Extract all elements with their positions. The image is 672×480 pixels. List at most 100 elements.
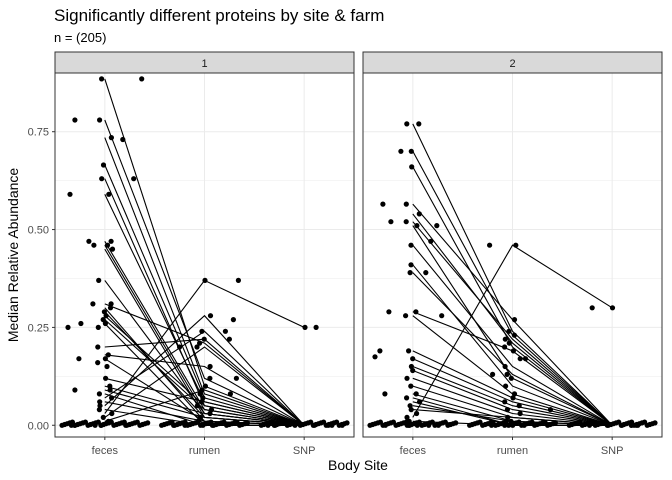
data-point — [408, 242, 414, 248]
x-axis: feces rumen SNP feces rumen SNP — [92, 437, 623, 457]
data-point — [516, 403, 522, 409]
y-tick-label: 0.25 — [28, 322, 49, 334]
data-point — [95, 360, 101, 366]
data-point — [96, 391, 102, 397]
data-point — [408, 262, 414, 268]
data-point — [413, 391, 419, 397]
data-point — [510, 395, 516, 401]
data-point — [506, 340, 512, 346]
facet-points-1 — [59, 76, 350, 428]
data-point — [202, 383, 208, 389]
connecting-line — [104, 314, 305, 426]
y-axis: 0.00 0.25 0.50 0.75 — [28, 127, 55, 432]
data-point — [372, 354, 378, 360]
data-point — [403, 219, 409, 225]
data-point — [513, 242, 519, 248]
connecting-line — [412, 264, 613, 426]
data-point — [100, 317, 106, 323]
data-point — [504, 407, 510, 413]
data-point — [102, 320, 108, 327]
data-point — [552, 420, 559, 426]
data-point — [313, 324, 319, 330]
data-point — [194, 344, 200, 350]
data-point — [344, 420, 350, 426]
facet-panel-1: 1 — [54, 51, 355, 438]
data-point — [95, 324, 101, 330]
data-point — [101, 309, 107, 315]
data-point — [502, 399, 508, 405]
data-point — [105, 352, 111, 358]
data-point — [107, 383, 113, 389]
data-point — [99, 176, 105, 182]
data-point — [508, 375, 514, 381]
data-point — [72, 117, 78, 123]
data-point — [107, 387, 113, 393]
data-point — [244, 420, 250, 426]
data-point — [78, 320, 84, 327]
data-point — [104, 242, 111, 248]
data-point — [106, 191, 112, 197]
data-point — [403, 313, 409, 319]
data-point — [522, 356, 529, 362]
facet-grid-1 — [55, 73, 354, 437]
data-point — [207, 313, 214, 319]
data-point — [511, 391, 518, 397]
data-point — [199, 387, 205, 393]
data-point — [96, 277, 102, 283]
connecting-line — [412, 213, 613, 426]
x-tick-label: rumen — [497, 445, 528, 457]
data-point — [109, 246, 116, 252]
connecting-line — [412, 221, 613, 426]
data-point — [65, 324, 71, 330]
data-point — [511, 317, 518, 323]
connecting-line — [412, 123, 613, 426]
connecting-line — [412, 244, 613, 418]
data-point — [506, 328, 512, 334]
data-point — [103, 313, 109, 319]
connecting-line — [104, 346, 305, 426]
connecting-line — [412, 365, 613, 426]
data-point — [416, 121, 422, 127]
data-point — [409, 164, 415, 170]
data-point — [511, 332, 517, 338]
data-point — [207, 363, 213, 370]
data-point — [652, 420, 658, 426]
data-point — [416, 211, 422, 217]
data-point — [197, 414, 203, 420]
data-point — [404, 414, 410, 420]
data-point — [194, 403, 200, 409]
data-point — [398, 148, 404, 154]
data-point — [207, 375, 213, 381]
data-point — [404, 395, 410, 401]
data-point — [380, 201, 386, 207]
data-point — [104, 363, 110, 370]
x-tick-label: rumen — [189, 445, 220, 457]
data-point — [510, 348, 516, 354]
facet-panel-2: 2 — [362, 51, 663, 438]
data-point — [72, 387, 78, 393]
data-point — [208, 407, 215, 413]
connecting-line — [412, 272, 613, 426]
data-point — [108, 135, 114, 141]
data-point — [428, 238, 434, 244]
data-point — [408, 148, 414, 154]
y-tick-label: 0.50 — [28, 225, 49, 237]
data-point — [410, 367, 416, 374]
data-point — [207, 410, 213, 417]
data-point — [100, 162, 107, 168]
chart-subtitle: n = (205) — [54, 30, 106, 45]
data-point — [109, 395, 115, 401]
data-point — [230, 317, 236, 323]
data-point — [76, 356, 82, 362]
data-point — [198, 399, 204, 405]
data-point — [505, 414, 511, 420]
data-point — [103, 375, 109, 381]
data-point — [589, 305, 595, 311]
data-point — [109, 410, 115, 417]
data-point — [99, 76, 105, 82]
data-point — [408, 383, 414, 389]
data-point — [145, 420, 151, 426]
data-point — [487, 242, 493, 248]
data-point — [453, 420, 459, 426]
